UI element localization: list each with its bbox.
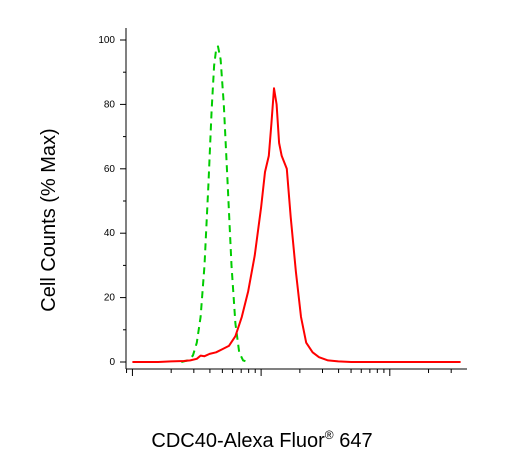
x-axis-title-superscript: ®: [325, 428, 334, 442]
y-axis-title: Cell Counts (% Max): [38, 128, 60, 311]
series-layer: [132, 45, 461, 363]
y-tick-label: 0: [109, 357, 115, 368]
x-ticks: [126, 369, 452, 376]
y-tick-label: 60: [104, 164, 116, 175]
x-axis-title-suffix: 647: [334, 430, 373, 452]
series-line-2: [132, 87, 461, 363]
y-tick-label: 100: [98, 35, 115, 46]
y-tick-label: 40: [104, 228, 116, 239]
y-tick-label: 20: [104, 293, 116, 304]
y-ticks: 0 20 40 60 80 100: [98, 35, 126, 368]
plot-frame: [125, 28, 467, 370]
y-tick-label: 80: [104, 99, 116, 110]
x-axis-title: CDC40-Alexa Fluor® 647: [151, 428, 372, 452]
series-line-1: [181, 45, 249, 363]
x-axis-title-main: CDC40-Alexa Fluor: [151, 430, 325, 452]
